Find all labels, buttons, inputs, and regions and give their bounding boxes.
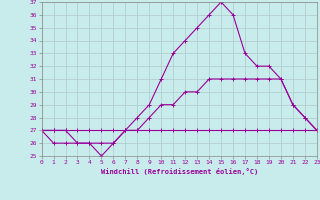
X-axis label: Windchill (Refroidissement éolien,°C): Windchill (Refroidissement éolien,°C) bbox=[100, 168, 258, 175]
